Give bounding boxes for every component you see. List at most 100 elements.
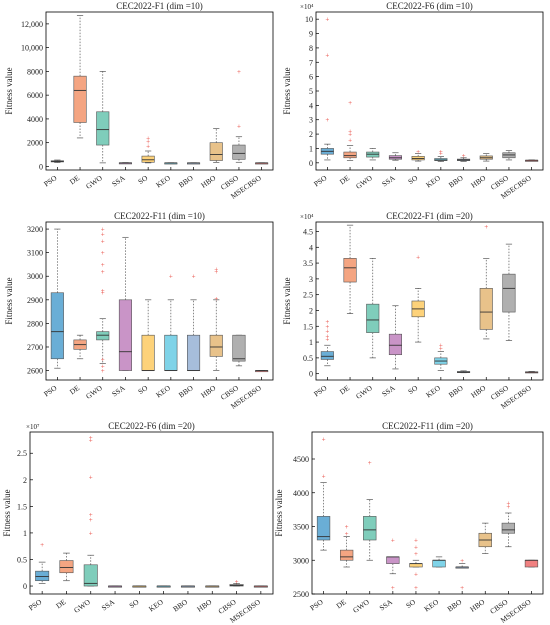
outlier-point: + xyxy=(439,342,443,350)
outlier-point: + xyxy=(40,541,44,549)
y-axis-label: Fitness value xyxy=(4,277,14,324)
x-tick-label: PSO xyxy=(308,597,325,613)
panel-title: CEC2022-F1 (dim =20) xyxy=(386,211,473,221)
box-keo: ++ xyxy=(434,342,448,371)
y-exponent: ×10⁷ xyxy=(26,423,40,431)
panel-title: CEC2022-F1 (dim =10) xyxy=(116,1,203,11)
box-ssa xyxy=(388,152,402,161)
outlier-point: + xyxy=(439,345,443,353)
box-body xyxy=(50,292,64,360)
box-de xyxy=(73,334,87,360)
y-tick-label: 4.5 xyxy=(303,227,313,236)
y-tick-label: 2.5 xyxy=(303,291,313,300)
box-de: ++++ xyxy=(343,99,357,162)
y-tick-label: 3.5 xyxy=(303,259,313,268)
outlier-point: + xyxy=(506,503,510,511)
box-gwo xyxy=(366,257,380,359)
x-tick-label: HBO xyxy=(199,383,218,400)
panel-f11-dim10: CEC2022-F11 (dim =10) Fitness value 2600… xyxy=(4,211,274,411)
y-tick-label: 7 xyxy=(309,58,313,67)
y-tick-label: 6 xyxy=(309,73,313,82)
outlier-point: + xyxy=(101,237,105,245)
x-tick-label: DE xyxy=(338,383,352,396)
outlier-point: + xyxy=(414,537,418,545)
box-so: + xyxy=(411,148,425,162)
box-msecbso xyxy=(525,371,539,374)
y-tick-label: 0.5 xyxy=(17,555,27,564)
x-tick-label: GWO xyxy=(84,383,104,401)
box-msecbso xyxy=(525,159,539,162)
box-gwo: +++++++++++ xyxy=(96,226,110,375)
outlier-point: + xyxy=(345,530,349,538)
box-keo xyxy=(156,585,171,588)
box-cbso xyxy=(232,334,246,367)
x-tick-label: BBO xyxy=(447,383,465,400)
outlier-point: + xyxy=(348,128,352,136)
box-body xyxy=(432,559,446,568)
x-tick-label: BBO xyxy=(177,173,195,190)
x-tick-label: HBO xyxy=(469,383,488,400)
y-tick-label: 2600 xyxy=(27,367,43,376)
box-so xyxy=(141,299,155,372)
plot-frame xyxy=(29,431,274,595)
y-tick-label: 12,000 xyxy=(21,20,43,29)
box-cbso: + xyxy=(229,578,244,587)
y-tick-label: 2700 xyxy=(27,343,43,352)
x-tick-label: GWO xyxy=(354,173,374,191)
box-body xyxy=(59,560,74,574)
box-gwo xyxy=(366,148,380,161)
box-body xyxy=(366,303,380,333)
box-bbo xyxy=(180,585,195,588)
y-axis-label: Fitness value xyxy=(2,489,12,536)
x-tick-label: SO xyxy=(127,597,140,610)
box-body xyxy=(388,333,402,356)
y-tick-label: 4500 xyxy=(293,455,309,464)
outlier-point: + xyxy=(237,123,241,131)
outlier-point: + xyxy=(89,436,93,444)
outlier-point: + xyxy=(462,152,466,160)
outlier-point: + xyxy=(391,584,395,592)
outlier-point: + xyxy=(214,266,218,274)
outlier-point: + xyxy=(325,328,329,336)
x-tick-label: SSA xyxy=(380,383,397,399)
outlier-point: + xyxy=(460,584,464,592)
outlier-point: + xyxy=(169,273,173,281)
y-tick-label: 6000 xyxy=(27,91,43,100)
outlier-point: + xyxy=(89,474,93,482)
outlier-point: + xyxy=(391,537,395,545)
y-tick-label: 0 xyxy=(309,370,313,379)
box-hbo xyxy=(205,585,220,588)
x-tick-label: DE xyxy=(54,597,68,610)
panel-f1-dim20: CEC2022-F1 (dim =20) Fitness value ×10⁴ … xyxy=(282,211,544,411)
outlier-point: + xyxy=(214,268,218,276)
plot-frame xyxy=(311,431,544,595)
panel-f11-dim20: CEC2022-F11 (dim =20) Fitness value 2500… xyxy=(274,421,544,625)
box-gwo: ++++++ xyxy=(83,434,98,587)
plot-frame xyxy=(315,11,544,171)
box-body xyxy=(343,151,357,159)
box-cbso xyxy=(502,243,516,341)
x-tick-label: KEO xyxy=(422,597,440,614)
panel-title: CEC2022-F11 (dim =10) xyxy=(114,211,205,221)
x-tick-label: PSO xyxy=(312,173,329,189)
box-body xyxy=(209,142,223,161)
outlier-point: + xyxy=(416,253,420,261)
box-ssa xyxy=(108,585,123,588)
x-tick-label: DE xyxy=(338,173,352,186)
outlier-point: + xyxy=(146,138,150,146)
outlier-point: + xyxy=(416,148,420,156)
outlier-point: + xyxy=(325,52,329,60)
box-body xyxy=(343,258,357,283)
box-msecbso xyxy=(255,162,269,165)
x-tick-label: BBO xyxy=(446,597,464,614)
box-pso: + + + xyxy=(320,16,334,161)
outlier-point: + xyxy=(345,523,349,531)
box-msecbso xyxy=(253,585,268,588)
box-keo: ++ xyxy=(434,148,448,162)
y-tick-label: 8000 xyxy=(27,67,43,76)
box-ssa xyxy=(388,305,402,370)
x-tick-label: PSO xyxy=(312,383,329,399)
y-tick-label: 10,000 xyxy=(21,44,43,53)
outlier-point: + xyxy=(237,68,241,76)
box-ssa: ++ xyxy=(386,537,400,592)
